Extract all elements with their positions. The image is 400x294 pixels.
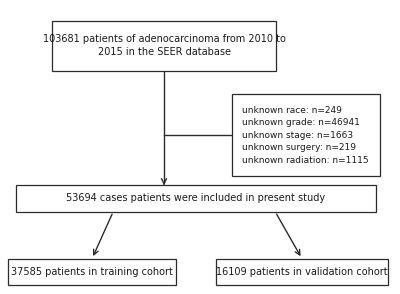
Text: 37585 patients in training cohort: 37585 patients in training cohort — [11, 267, 173, 277]
FancyBboxPatch shape — [8, 259, 176, 285]
FancyBboxPatch shape — [52, 21, 276, 71]
FancyBboxPatch shape — [216, 259, 388, 285]
Text: 53694 cases patients were included in present study: 53694 cases patients were included in pr… — [66, 193, 326, 203]
Text: 103681 patients of adenocarcinoma from 2010 to
2015 in the SEER database: 103681 patients of adenocarcinoma from 2… — [42, 34, 286, 57]
FancyBboxPatch shape — [232, 94, 380, 176]
Text: unknown race: n=249
unknown grade: n=46941
unknown stage: n=1663
unknown surgery: unknown race: n=249 unknown grade: n=469… — [242, 106, 369, 165]
Text: 16109 patients in validation cohort: 16109 patients in validation cohort — [216, 267, 388, 277]
FancyBboxPatch shape — [16, 185, 376, 212]
